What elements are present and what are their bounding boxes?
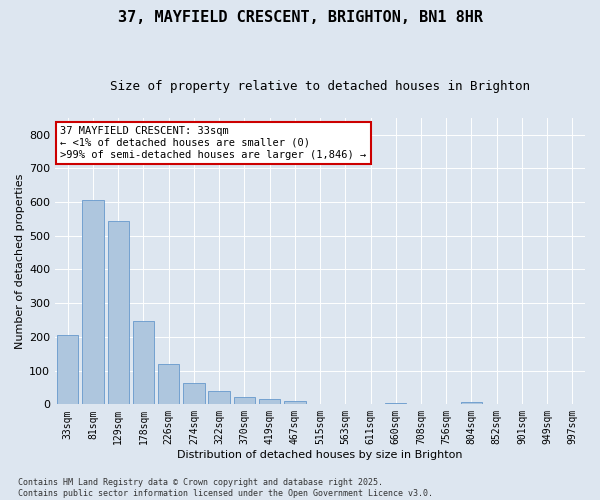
Bar <box>133 320 154 404</box>
Bar <box>259 398 280 404</box>
Text: Contains HM Land Registry data © Crown copyright and database right 2025.
Contai: Contains HM Land Registry data © Crown c… <box>18 478 433 498</box>
Bar <box>385 402 406 404</box>
Y-axis label: Number of detached properties: Number of detached properties <box>15 174 25 348</box>
Bar <box>208 391 230 404</box>
Text: 37 MAYFIELD CRESCENT: 33sqm
← <1% of detached houses are smaller (0)
>99% of sem: 37 MAYFIELD CRESCENT: 33sqm ← <1% of det… <box>61 126 367 160</box>
Bar <box>158 364 179 405</box>
Bar <box>461 402 482 404</box>
Text: 37, MAYFIELD CRESCENT, BRIGHTON, BN1 8HR: 37, MAYFIELD CRESCENT, BRIGHTON, BN1 8HR <box>118 10 482 25</box>
Bar <box>183 384 205 404</box>
Title: Size of property relative to detached houses in Brighton: Size of property relative to detached ho… <box>110 80 530 93</box>
Bar <box>233 397 255 404</box>
X-axis label: Distribution of detached houses by size in Brighton: Distribution of detached houses by size … <box>178 450 463 460</box>
Bar <box>284 401 305 404</box>
Bar <box>57 335 79 404</box>
Bar <box>107 220 129 404</box>
Bar <box>82 200 104 404</box>
